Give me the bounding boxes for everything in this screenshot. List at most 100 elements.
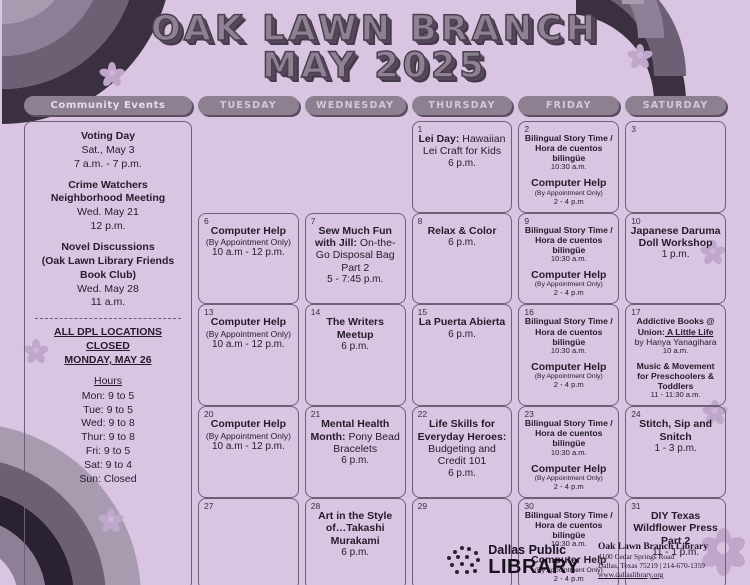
calendar-day-cell[interactable]: 28 Art in the Style of…Takashi Murakami 6 … [304,497,406,585]
page-title-line2: MAY 2025 [261,46,488,86]
branch-city-phone: Dallas, Texas 75219 | 214-670-1359 [597,561,705,570]
event-time: 2 - 4 p.m [553,481,584,491]
event-title-text: Japanese Daruma Doll Workshop [630,224,721,250]
event-time: 10 a.m - 12 p.m. [211,247,285,259]
event-time: 2 - 4 p.m [553,288,584,298]
event-title: Music & Movement for Preschoolers & Todd… [630,361,721,391]
page-header: OAK LAWN BRANCH MAY 2025 [0,0,750,96]
sidebar-event-date: Wed. May 21 [77,206,139,219]
calendar-day-cell[interactable]: 7 Sew Much Fun with Jill: On-the-Go Dispo… [304,212,406,305]
day-header-tuesday: TUESDAY [198,96,299,115]
closure-line3: MONDAY, MAY 26 [64,354,152,367]
calendar-event: Computer Help (By Appointment Only) 2 - 4 … [523,269,614,298]
calendar-day-cell[interactable]: 20 Computer Help (By Appointment Only) 10 a… [198,406,299,498]
event-note: (By Appointment Only) [534,566,603,574]
calendar-day-cell[interactable]: 23 Bilingual Story Time / Hora de cuentos… [518,406,620,498]
event-note: (By Appointment Only) [205,237,291,248]
event-title: DIY Texas Wildflower Press Part 2 [630,510,721,547]
event-time: 1 p.m. [661,249,690,261]
calendar-day-cell[interactable]: 15 La Puerta Abierta 6 p.m. [411,304,513,407]
calendar-day-cell[interactable]: 13 Computer Help (By Appointment Only) 10 a… [198,304,299,407]
event-time: 10 a.m - 12 p.m. [211,338,285,350]
calendar-day-cell[interactable]: 2 Bilingual Story Time / Hora de cuentos … [518,121,620,213]
event-title-text: Music & Movement for Preschoolers & Todd… [636,360,715,392]
event-note: (By Appointment Only) [534,474,603,482]
calendar-event: Bilingual Story Time / Hora de cuentos b… [523,133,614,172]
day-number: 10 [631,215,641,226]
event-title-text: Bilingual Story Time / Hora de cuentos b… [524,418,613,449]
event-title-bold: Addictive Books @ Union: [636,316,715,337]
hours-row: Fri: 9 to 5 [85,445,131,458]
event-time: 10 a.m - 12 p.m. [211,440,285,452]
library-logo-text: Dallas Public LIBRARY [488,544,580,577]
day-number: 22 [417,409,428,420]
event-title-text: Bilingual Story Time / Hora de cuentos b… [524,509,613,541]
calendar-event: Bilingual Story Time / Hora de cuentos b… [523,510,614,549]
calendar-day-cell[interactable]: 1 Lei Day: Hawaiian Lei Craft for Kids 6 p… [411,121,513,213]
calendar-day-cell[interactable]: 21 Mental Health Month: Pony Bead Bracele… [304,406,406,498]
calendar-day-cell[interactable]: 3 [625,121,726,213]
sidebar-event-date: Wed. May 28 [77,282,139,295]
calendar-day-cell[interactable]: 24 Stitch, Sip and Snitch 1 - 3 p.m. [625,406,726,498]
sidebar-event-title: Crime Watchers [68,178,148,191]
calendar-event: The Writers Meetup 6 p.m. [310,316,401,353]
event-title-text: La Puerta Abierta [418,316,506,329]
page-footer: Dallas Public LIBRARY Oak Lawn Branch Li… [0,542,750,579]
calendar-event: Life Skills for Everyday Heroes: Budgeti… [417,418,508,479]
event-title-text: On-the-Go Disposal Bag Part 2 [315,237,396,274]
event-title: Japanese Daruma Doll Workshop [630,225,721,250]
event-time: 6 p.m. [448,328,476,340]
calendar-day-cell[interactable]: 14 The Writers Meetup 6 p.m. [304,304,406,407]
closure-line2: CLOSED [86,340,130,353]
branch-website[interactable]: www.dallaslibrary.org [597,570,664,579]
calendar-day-cell[interactable]: 6 Computer Help (By Appointment Only) 10 a.… [198,212,299,305]
event-time: 10:30 a.m. [550,345,587,355]
hours-row: Mon: 9 to 5 [81,389,135,402]
event-time: 6 p.m. [341,341,370,353]
event-title: Computer Help [203,418,294,430]
event-title: Computer Help [523,361,614,373]
day-header-wednesday: WEDNESDAY [304,96,406,115]
day-number: 29 [417,500,428,511]
calendar-day-cell[interactable]: 9 Bilingual Story Time / Hora de cuentos … [518,212,620,305]
event-title-text: Computer Help [531,177,607,190]
event-title: Life Skills for Everyday Heroes: Budgeti… [417,418,508,468]
event-note: (By Appointment Only) [534,189,603,197]
hours-row: Tue: 9 to 5 [83,403,133,416]
calendar-day-cell[interactable]: 30 Bilingual Story Time / Hora de cuentos… [518,497,620,585]
branch-address-block: Oak Lawn Branch Library 4100 Cedar Sprin… [598,542,708,579]
event-time: 6 p.m. [341,547,370,559]
event-note: (By Appointment Only) [534,281,603,289]
day-number: 1 [417,124,423,134]
empty-slot [198,121,299,213]
calendar-day-cell[interactable]: 17 Addictive Books @ Union: A Little Life… [625,304,726,407]
dallas-public-library-logo: Dallas Public LIBRARY [447,544,580,577]
hours-row: Thur: 9 to 8 [81,431,135,444]
day-number: 8 [417,215,423,226]
event-title: Computer Help [523,554,614,566]
calendar-day-cell[interactable]: 29 [411,497,513,585]
calendar-grid: Community Events TUESDAY WEDNESDAY THURSDAY… [24,96,726,585]
event-title-underline: A Little Life [664,326,714,337]
event-time: 6 p.m. [448,467,476,479]
event-time: 2 - 4 p.m [553,380,584,390]
calendar-day-cell[interactable]: 16 Bilingual Story Time / Hora de cuentos… [518,304,620,407]
day-header-friday: FRIDAY [518,96,620,115]
event-title: Computer Help [203,225,294,237]
library-dots-icon [447,545,481,576]
calendar-day-cell[interactable]: 31 DIY Texas Wildflower Press Part 2 11 - … [625,497,726,585]
event-title-text: Computer Help [531,554,607,567]
event-title-text: Bilingual Story Time / Hora de cuentos b… [524,133,613,164]
calendar-day-cell[interactable]: 10 Japanese Daruma Doll Workshop 1 p.m. [625,212,726,305]
calendar-event: La Puerta Abierta 6 p.m. [417,316,508,340]
calendar-event: Computer Help (By Appointment Only) 2 - 4 … [523,463,614,492]
calendar-day-cell[interactable]: 22 Life Skills for Everyday Heroes: Budge… [411,406,513,498]
event-time: 2 - 4 p.m [553,196,584,206]
logo-line2: LIBRARY [488,555,580,578]
event-time: 10 a.m. [662,345,689,355]
event-title-text: Computer Help [531,269,607,282]
event-time: 1 - 3 p.m. [654,442,697,454]
calendar-day-cell[interactable]: 27 [198,497,299,585]
calendar-day-cell[interactable]: 8 Relax & Color 6 p.m. [411,212,513,305]
